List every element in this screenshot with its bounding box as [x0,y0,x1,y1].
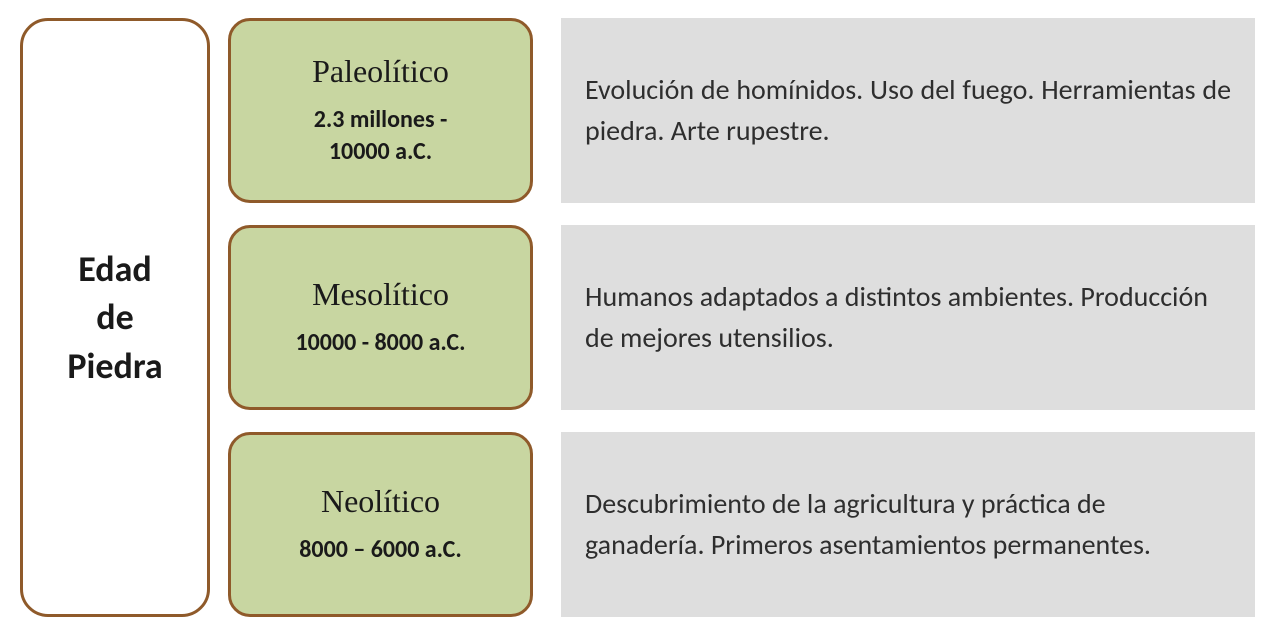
period-row: Paleolítico 2.3 millones - 10000 a.C. Ev… [228,18,1255,203]
period-description: Humanos adaptados a distintos ambientes.… [585,277,1231,358]
period-dates: 10000 - 8000 a.C. [295,327,465,359]
period-box-paleolitico: Paleolítico 2.3 millones - 10000 a.C. [228,18,533,203]
period-description: Descubrimiento de la agricultura y práct… [585,484,1231,565]
period-name: Mesolítico [312,276,449,313]
period-description-box: Descubrimiento de la agricultura y práct… [561,432,1255,617]
period-row: Neolítico 8000 – 6000 a.C. Descubrimient… [228,432,1255,617]
period-name: Neolítico [321,483,440,520]
period-description-box: Evolución de homínidos. Uso del fuego. H… [561,18,1255,203]
main-label-line: Piedra [67,344,162,388]
main-label-line: de [96,295,133,339]
period-description: Evolución de homínidos. Uso del fuego. H… [585,70,1231,151]
infographic-container: Edad de Piedra Paleolítico 2.3 millones … [20,18,1255,617]
period-description-box: Humanos adaptados a distintos ambientes.… [561,225,1255,410]
main-label-line: Edad [78,247,151,291]
period-box-mesolitico: Mesolítico 10000 - 8000 a.C. [228,225,533,410]
main-era-text: Edad de Piedra [67,245,162,391]
period-row: Mesolítico 10000 - 8000 a.C. Humanos ada… [228,225,1255,410]
period-box-neolitico: Neolítico 8000 – 6000 a.C. [228,432,533,617]
main-era-label: Edad de Piedra [20,18,210,617]
periods-column: Paleolítico 2.3 millones - 10000 a.C. Ev… [228,18,1255,617]
period-name: Paleolítico [312,53,449,90]
period-dates: 2.3 millones - 10000 a.C. [314,104,448,169]
period-dates: 8000 – 6000 a.C. [299,534,462,566]
